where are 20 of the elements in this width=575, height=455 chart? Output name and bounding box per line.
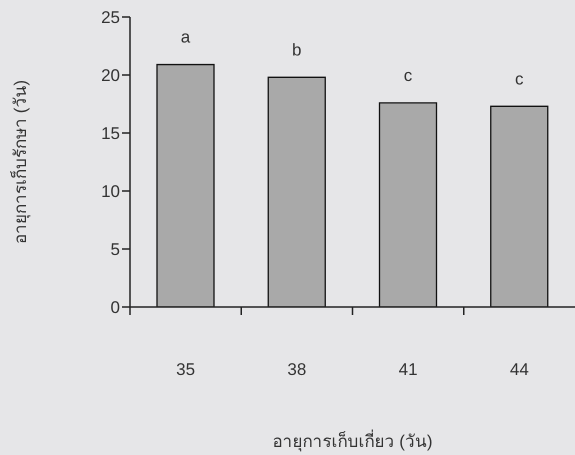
bar	[156, 64, 215, 307]
x-tick-label: 38	[287, 360, 306, 379]
y-tick-label: 0	[110, 298, 120, 318]
y-tick-label: 20	[101, 66, 120, 86]
y-tick-label: 25	[101, 8, 120, 28]
y-tick-label: 10	[101, 182, 120, 202]
bar	[268, 76, 326, 307]
bar	[490, 106, 548, 307]
x-axis-title: อายุการเก็บเกี่ยว (วัน)	[272, 429, 433, 452]
x-tick-label: 44	[510, 360, 529, 379]
y-tick-label: 5	[110, 240, 120, 260]
data-label: c	[515, 69, 524, 88]
data-label: a	[180, 28, 191, 47]
bar	[378, 102, 438, 307]
y-tick-label: 15	[101, 124, 120, 144]
y-axis-title: อายุการเก็บรักษา (วัน)	[9, 80, 32, 244]
x-tick-label: 35	[176, 360, 196, 379]
data-label: c	[404, 66, 413, 85]
data-label: b	[292, 40, 302, 60]
x-tick-label: 41	[398, 360, 418, 379]
